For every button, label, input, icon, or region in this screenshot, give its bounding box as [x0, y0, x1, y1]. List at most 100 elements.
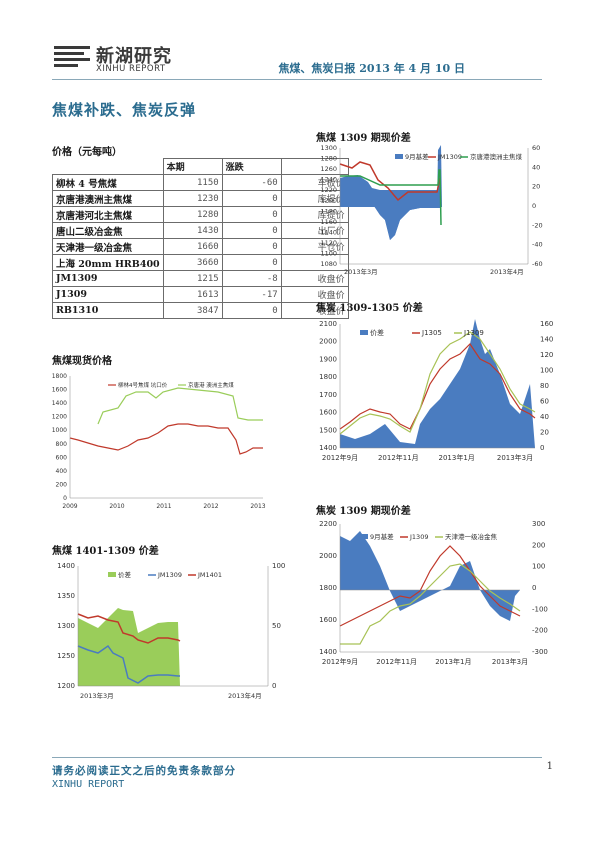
x-tick-label: 2011 [156, 503, 171, 510]
legend-swatch [360, 330, 368, 335]
logo-english: XINHU REPORT [96, 64, 166, 74]
axis-tick-label: 1500 [319, 426, 337, 434]
x-tick-label: 2013年3月 [497, 453, 533, 462]
axis-tick-label: 1600 [319, 409, 337, 417]
table-cell-change: -60 [221, 174, 282, 191]
table-cell-value: 3847 [162, 302, 223, 319]
chart-title: 焦煤 1309 期现价差 [316, 133, 411, 144]
legend-label: 价差 [370, 328, 384, 337]
axis-tick-label: 1100 [320, 249, 337, 257]
legend-label: 柳林4号焦煤 坑口价 [118, 381, 168, 389]
table-row: 天津港一级冶金焦 1660 0 平仓价 [52, 238, 349, 255]
legend-label: 京唐港 澳洲主焦煤 [188, 381, 234, 389]
axis-tick-label: -100 [532, 605, 548, 613]
x-tick-label: 2012年9月 [322, 657, 358, 666]
table-cell-value: 1280 [162, 206, 223, 223]
x-tick-label: 2013年3月 [80, 691, 114, 700]
table-cell-name: 京唐港澳洲主焦煤 [52, 190, 164, 207]
x-tick-label: 2012年11月 [376, 657, 417, 666]
page-number: 1 [546, 761, 553, 772]
axis-tick-label: 1200 [52, 414, 67, 421]
table-cell-change: 0 [221, 254, 282, 271]
axis-tick-label: 1140 [320, 228, 337, 236]
axis-tick-label: 0 [63, 495, 67, 502]
report-title: 焦煤、焦炭日报 2013 年 4 月 10 日 [278, 62, 465, 75]
table-cell-note: 收盘价 [280, 270, 349, 287]
table-cell-change: -8 [221, 270, 282, 287]
x-tick-label: 2013年4月 [490, 267, 524, 276]
j1305-line [339, 343, 536, 430]
table-cell-name: JM1309 [52, 270, 164, 287]
axis-tick-label: 100 [532, 563, 545, 571]
australia-coke-coal-line [340, 169, 442, 226]
axis-tick-label: 1240 [320, 176, 337, 184]
chart-title: 焦炭 1309-1305 价差 [316, 303, 423, 314]
table-cell-change: 0 [221, 238, 282, 255]
axis-tick-label: 1250 [57, 652, 75, 660]
j1309-line [339, 545, 521, 627]
spread-area [78, 608, 180, 686]
table-cell-value: 1230 [162, 190, 223, 207]
legend-label: 京唐港澳洲主焦煤 [470, 152, 523, 161]
axis-tick-label: -20 [532, 221, 543, 229]
axis-tick-label: 0 [532, 202, 536, 210]
axis-tick-label: 400 [56, 468, 68, 475]
axis-tick-label: 1400 [319, 444, 337, 452]
table-cell-name: 唐山二级冶金焦 [52, 222, 164, 239]
axis-tick-label: 80 [540, 382, 549, 390]
axis-tick-label: 1800 [52, 373, 67, 380]
jm1401-line [77, 613, 181, 644]
table-row: RB1310 3847 0 收盘价 [52, 302, 349, 319]
liulin-coal-line [69, 423, 263, 455]
axis-tick-label: 160 [540, 320, 553, 328]
table-cell-change: 0 [221, 222, 282, 239]
table-cell-name: J1309 [52, 286, 164, 303]
chart-title: 焦煤 1401-1309 价差 [52, 546, 159, 557]
chart-title: 焦炭 1309 期现价差 [316, 506, 411, 517]
chart-jm1309-basis: 1300 1280 1260 1240 1220 1200 1180 1160 1140 1120… [320, 144, 543, 276]
legend-swatch [108, 572, 116, 577]
legend-label: 天津港一级冶金焦 [445, 532, 498, 541]
axis-tick-label: 1200 [320, 197, 337, 205]
tianjin-coke-line [340, 563, 521, 645]
axis-tick-label: 1350 [57, 592, 75, 600]
axis-tick-label: 0 [540, 444, 544, 452]
axis-tick-label: 1200 [57, 682, 75, 690]
axis-tick-label: 120 [540, 351, 553, 359]
table-cell-change: 0 [221, 206, 282, 223]
footer-brand: XINHU REPORT [52, 779, 125, 790]
legend-label: JM1309 [157, 571, 182, 579]
legend-label: 9月基差 [370, 532, 394, 541]
axis-tick-label: 40 [532, 163, 540, 171]
axis-tick-label: 1800 [319, 584, 337, 592]
table-cell-change: -17 [221, 286, 282, 303]
disclaimer-notice: 请务必阅读正文之后的免责条款部分 [52, 765, 236, 777]
table-cell-name: 天津港一级冶金焦 [52, 238, 164, 255]
table-cell-value: 1430 [162, 222, 223, 239]
x-tick-label: 2013年3月 [492, 657, 528, 666]
axis-tick-label: 1080 [320, 260, 337, 268]
basis-area [340, 180, 440, 240]
table-row: 上海 20mm HRB400 3660 0 [52, 254, 349, 271]
xinhu-logo-icon [54, 46, 90, 67]
table-cell-value: 1613 [162, 286, 223, 303]
axis-tick-label: 50 [272, 622, 281, 630]
axis-tick-label: 1900 [319, 355, 337, 363]
axis-tick-label: -300 [532, 648, 548, 656]
table-cell-value: 1660 [162, 238, 223, 255]
axis-tick-label: 2100 [319, 320, 337, 328]
table-cell-value: 3660 [162, 254, 223, 271]
axis-tick-label: 0 [532, 584, 536, 592]
table-cell-value: 1215 [162, 270, 223, 287]
legend-label: J1309 [463, 329, 484, 337]
axis-tick-label: 200 [56, 481, 68, 488]
axis-tick-label: -200 [532, 627, 548, 635]
axis-tick-label: 1180 [320, 207, 337, 215]
axis-tick-label: 1300 [320, 144, 337, 152]
axis-tick-label: 1600 [319, 616, 337, 624]
axis-tick-label: 1160 [320, 218, 337, 226]
chart-title: 焦煤现货价格 [52, 356, 112, 367]
logo-chinese: 新湖研究 [96, 46, 172, 67]
axis-tick-label: 2000 [319, 552, 337, 560]
x-tick-label: 2012年9月 [322, 453, 358, 462]
